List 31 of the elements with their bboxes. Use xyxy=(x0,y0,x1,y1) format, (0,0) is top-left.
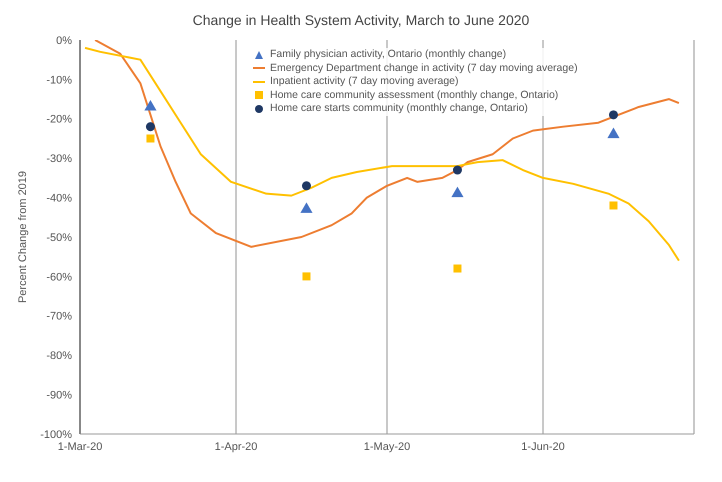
y-tick-label: -100% xyxy=(40,428,72,441)
legend-label: Emergency Department change in activity (7 day moving average) xyxy=(270,62,578,75)
y-tick-label: -60% xyxy=(46,271,72,284)
y-tick-label: 0% xyxy=(56,34,72,47)
point xyxy=(607,128,620,138)
point xyxy=(453,264,462,273)
legend-label: Family physician activity, Ontario (monthly change) xyxy=(270,48,506,62)
y-tick-label: -80% xyxy=(46,350,72,362)
y-tick-label: -90% xyxy=(46,390,72,402)
x-tick-label: 1-Apr-20 xyxy=(214,440,258,453)
y-tick-label: -10% xyxy=(46,74,72,86)
y-tick-label: -30% xyxy=(46,153,72,166)
y-axis-title: Percent Change from 2019 xyxy=(16,170,29,304)
legend-label: Home care community assessment (monthly change, Ontario) xyxy=(270,88,558,102)
x-tick-label: 1-Jun-20 xyxy=(521,440,565,453)
point xyxy=(146,122,155,132)
y-tick-label: -50% xyxy=(46,232,72,244)
point xyxy=(302,272,310,280)
y-tick-label: -40% xyxy=(46,192,72,205)
point xyxy=(609,201,618,210)
x-tick-label: 1-Mar-20 xyxy=(58,440,102,453)
y-tick-label: -20% xyxy=(46,114,72,126)
chart-title: Change in Health System Activity, March to June 2020 xyxy=(192,11,530,30)
x-tick-label: 1-May-20 xyxy=(364,440,410,453)
legend-label: Home care starts community (monthly change, Ontario) xyxy=(270,102,528,116)
legend-label: Inpatient activity (7 day moving average) xyxy=(270,75,459,88)
y-tick-label: -70% xyxy=(46,310,72,323)
point xyxy=(608,110,618,120)
point xyxy=(302,181,311,190)
point xyxy=(452,166,462,175)
point xyxy=(146,134,154,142)
